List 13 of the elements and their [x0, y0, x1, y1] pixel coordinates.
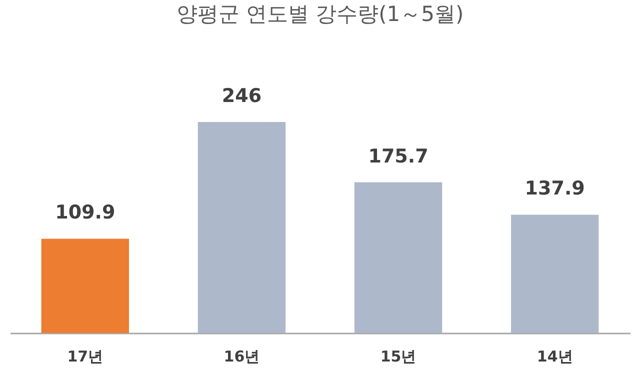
x-tick-label: 15년 — [380, 348, 416, 366]
bar — [41, 238, 129, 333]
x-tick-label: 14년 — [536, 348, 573, 366]
chart-title: 양평군 연도별 강수량(1～5월) — [176, 2, 464, 26]
bar — [511, 214, 599, 333]
data-label: 175.7 — [368, 145, 428, 168]
data-label: 109.9 — [55, 202, 116, 224]
x-tick-label: 17년 — [67, 348, 104, 366]
bar — [198, 122, 286, 333]
data-label: 246 — [222, 85, 262, 108]
bar — [354, 182, 442, 333]
data-label: 137.9 — [524, 178, 585, 200]
x-tick-label: 16년 — [224, 348, 260, 366]
